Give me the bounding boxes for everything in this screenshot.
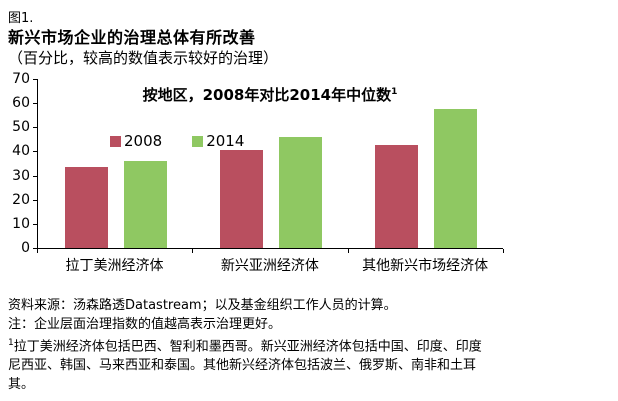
chart-title: 按地区，2008年对比2014年中位数1 (37, 84, 503, 105)
y-tick-mark (33, 79, 37, 80)
y-tick-label: 10 (12, 215, 30, 232)
y-tick-label: 50 (12, 119, 30, 136)
y-tick-mark (33, 127, 37, 129)
y-tick-label: 0 (21, 240, 30, 256)
chart-legend: 2008 2014 (110, 132, 244, 150)
y-tick-label: 30 (12, 167, 30, 184)
y-axis-line (37, 79, 38, 249)
legend-label-2008: 2008 (124, 132, 163, 150)
chart-title-text: 按地区，2008年对比2014年中位数 (142, 86, 392, 104)
bar-2014-category-1 (279, 136, 322, 248)
y-tick-mark (33, 175, 37, 177)
footer-notes: 资料来源：汤森路透Datastream；以及基金组织工作人员的计算。 注：企业层… (8, 296, 494, 394)
y-tick-label: 40 (12, 143, 30, 160)
bar-2014-category-0 (123, 161, 167, 248)
footnote-text: 拉丁美洲经济体包括巴西、智利和墨西哥。新兴亚洲经济体包括中国、印度、印度尼西亚、… (8, 339, 482, 393)
figure-number: 图1. (8, 11, 34, 26)
bar-2008-category-2 (375, 145, 419, 248)
legend-item-2008: 2008 (110, 132, 162, 150)
x-axis-label-0: 拉丁美洲经济体 (65, 258, 164, 274)
y-tick-mark (33, 103, 37, 105)
plot-area: 70 60 50 40 30 20 10 0 拉丁美洲经济体 新兴亚洲经济体 其他新兴市场经济体 (12, 71, 504, 274)
y-tick-mark (33, 199, 37, 201)
source-line: 资料来源：汤森路透Datastream；以及基金组织工作人员的计算。 (8, 298, 397, 313)
bar-2008-category-1 (220, 150, 263, 248)
x-tick-mark (347, 249, 349, 253)
footnote-line: 1拉丁美洲经济体包括巴西、智利和墨西哥。新兴亚洲经济体包括中国、印度、印度尼西亚… (8, 334, 494, 394)
x-axis-line (37, 248, 503, 249)
y-tick-mark (33, 248, 37, 249)
note-line: 注：企业层面治理指数的值越高表示治理更好。 (8, 317, 282, 332)
legend-label-2014: 2014 (206, 132, 245, 150)
bar-2008-category-0 (64, 167, 108, 248)
y-tick-mark (33, 151, 37, 153)
y-tick-label: 20 (12, 191, 30, 208)
y-tick-mark (33, 223, 37, 225)
y-tick-label: 70 (12, 71, 30, 87)
figure-title: 新兴市场企业的治理总体有所改善 (8, 28, 256, 47)
bar-2014-category-2 (434, 109, 478, 248)
x-tick-mark (37, 249, 38, 253)
footnote-marker: 1 (8, 338, 14, 348)
bar-chart: 按地区，2008年对比2014年中位数1 2008 2014 70 60 50 40 3… (12, 71, 504, 274)
x-axis-label-1: 新兴亚洲经济体 (220, 258, 319, 274)
legend-item-2014: 2014 (192, 132, 244, 150)
y-tick-label: 60 (12, 95, 30, 112)
x-axis-label-2: 其他新兴市场经济体 (362, 258, 489, 274)
legend-swatch-2014 (192, 135, 204, 147)
x-tick-mark (503, 249, 504, 253)
chart-title-footnote-marker: 1 (391, 87, 398, 97)
figure-subtitle: （百分比，较高的数值表示较好的治理） (8, 49, 279, 67)
x-tick-mark (192, 249, 194, 253)
legend-swatch-2008 (110, 135, 121, 147)
